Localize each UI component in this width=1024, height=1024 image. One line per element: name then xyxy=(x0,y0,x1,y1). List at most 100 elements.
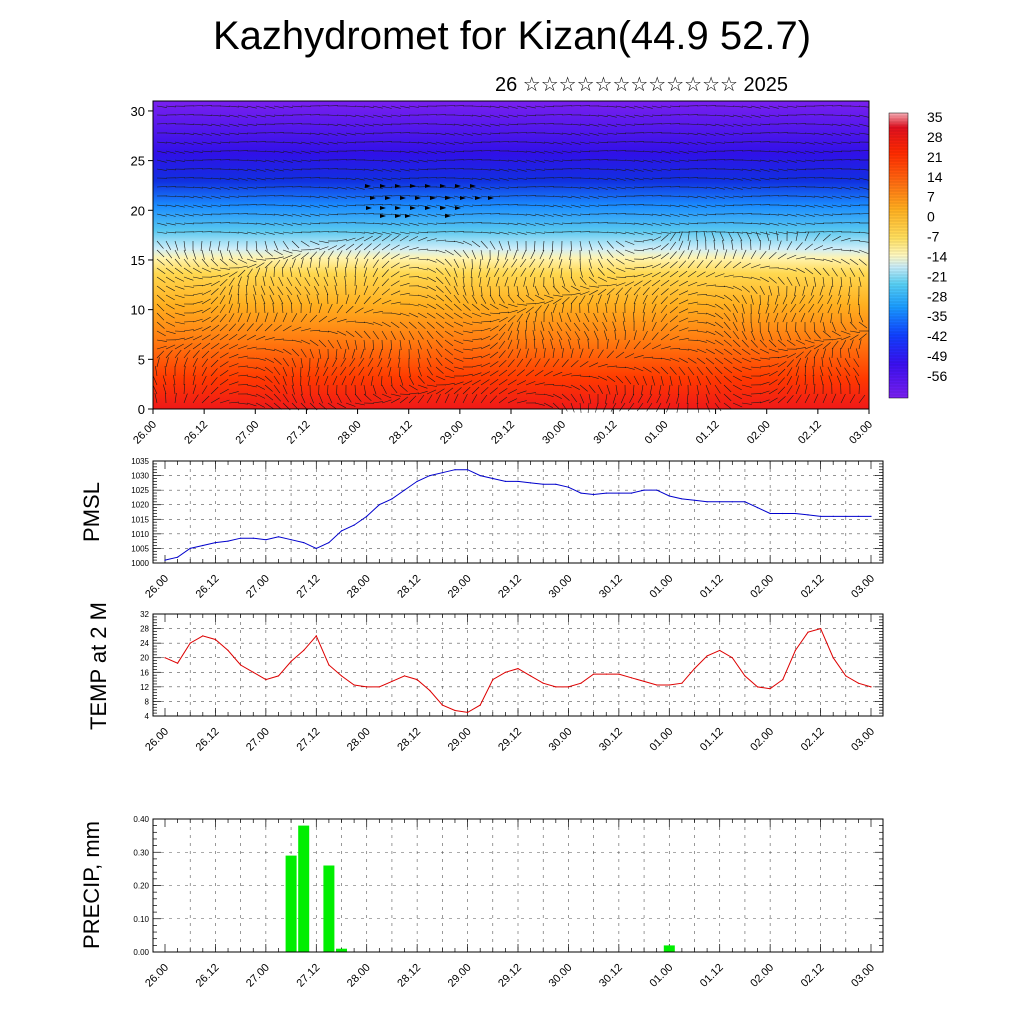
x-tick-label: 03.00 xyxy=(849,726,877,754)
x-tick-label: 01.12 xyxy=(698,573,726,601)
y-tick-label: 0.40 xyxy=(133,815,149,824)
data-point xyxy=(454,709,456,712)
data-point xyxy=(832,657,834,659)
data-point xyxy=(366,686,368,688)
data-point xyxy=(416,480,418,482)
chart-subtitle: 26 ☆☆☆☆☆☆☆☆☆☆☆☆ 2025 xyxy=(495,74,789,96)
data-point xyxy=(240,664,242,666)
data-point xyxy=(681,498,683,500)
x-tick-label: 30.12 xyxy=(591,419,619,447)
data-point xyxy=(769,688,771,690)
colorbar-label: -21 xyxy=(927,268,947,284)
data-point xyxy=(530,482,532,484)
data-point xyxy=(618,673,620,675)
data-point xyxy=(240,537,242,539)
data-point xyxy=(782,512,784,515)
data-point xyxy=(555,483,557,485)
y-tick-label: 1005 xyxy=(131,544,149,553)
data-point xyxy=(378,504,380,506)
x-tick-label: 01.12 xyxy=(698,726,726,754)
x-tick-label: 29.00 xyxy=(446,726,474,754)
data-point xyxy=(177,556,179,558)
data-point xyxy=(227,649,229,652)
y-tick-label: 1020 xyxy=(131,501,149,510)
y-tick-label: 10 xyxy=(131,303,145,318)
data-point xyxy=(756,507,759,509)
data-point xyxy=(504,480,506,482)
data-point xyxy=(265,679,267,681)
y-tick-label: 0.20 xyxy=(133,882,149,891)
x-tick-label: 03.00 xyxy=(847,419,875,447)
x-tick-label: 26.00 xyxy=(143,962,171,990)
y-tick-label: 1000 xyxy=(131,559,149,568)
data-point xyxy=(794,512,797,515)
data-point xyxy=(857,682,860,684)
x-tick-label: 26.12 xyxy=(194,962,222,990)
wind-arrow-cluster xyxy=(365,184,494,218)
data-point xyxy=(303,542,305,544)
y-axis-label: PRECIP, mm xyxy=(79,821,104,949)
x-tick-label: 26.12 xyxy=(182,419,210,447)
colorbar-scale xyxy=(888,112,909,399)
data-point xyxy=(467,469,469,471)
colorbar-label: -35 xyxy=(927,308,947,324)
data-point xyxy=(820,628,822,630)
data-point xyxy=(315,547,317,550)
x-tick-label: 01.12 xyxy=(698,962,726,990)
colorbar-label: 21 xyxy=(927,149,943,165)
data-point xyxy=(681,682,683,684)
data-point xyxy=(340,530,343,532)
data-point xyxy=(656,489,658,491)
data-point xyxy=(366,515,368,518)
x-tick-label: 02.00 xyxy=(748,573,776,601)
y-tick-label: 30 xyxy=(131,104,145,119)
data-point xyxy=(756,686,759,688)
x-tick-label: 26.00 xyxy=(143,573,171,601)
data-point xyxy=(731,657,733,659)
height-time-section: 0 5 10 15 20 25 30 26.00 26.12 27.00 27.12 28.00 28.… xyxy=(131,100,875,447)
data-point xyxy=(252,671,254,673)
data-point xyxy=(542,682,544,684)
precip-bar xyxy=(285,855,297,952)
x-tick-label: 28.00 xyxy=(345,573,373,601)
colorbar: 35 28 21 14 7 0 -7 -14 -21 -28 -35 -42 -49 -56 xyxy=(888,109,947,399)
data-point xyxy=(391,680,393,683)
data-point xyxy=(706,655,708,657)
colorbar-label: -28 xyxy=(927,288,947,304)
x-tick-label: 02.12 xyxy=(799,726,827,754)
colorbar-label: 7 xyxy=(927,189,935,205)
data-point xyxy=(353,524,355,526)
x-tick-label: 27.12 xyxy=(294,726,322,754)
data-point xyxy=(807,631,809,633)
data-point xyxy=(517,668,519,670)
y-tick-label: 1015 xyxy=(131,515,149,524)
data-point xyxy=(227,540,229,542)
data-point xyxy=(593,493,595,496)
x-tick-label: 28.12 xyxy=(395,726,423,754)
data-point xyxy=(429,689,431,692)
data-point xyxy=(517,480,519,482)
precip-bar xyxy=(336,948,347,952)
x-tick-label: 01.00 xyxy=(643,419,671,447)
x-tick-label: 28.12 xyxy=(387,419,415,447)
data-point xyxy=(605,492,607,494)
x-tick-label: 29.00 xyxy=(438,419,466,447)
data-point xyxy=(643,489,645,491)
data-point xyxy=(832,515,834,518)
data-point xyxy=(744,501,746,503)
data-point xyxy=(441,704,443,706)
y-tick-label: 15 xyxy=(131,253,145,268)
data-point xyxy=(252,537,254,539)
x-tick-label: 27.00 xyxy=(244,726,272,754)
data-point xyxy=(277,536,280,538)
x-tick-label: 28.00 xyxy=(336,419,364,447)
data-point xyxy=(769,512,771,515)
x-tick-label: 28.00 xyxy=(345,962,373,990)
data-point xyxy=(794,649,797,652)
x-tick-label: 28.12 xyxy=(395,962,423,990)
y-tick-label: 20 xyxy=(140,654,149,663)
x-tick-label: 02.00 xyxy=(748,726,776,754)
data-point xyxy=(454,469,456,471)
data-point xyxy=(656,684,658,686)
